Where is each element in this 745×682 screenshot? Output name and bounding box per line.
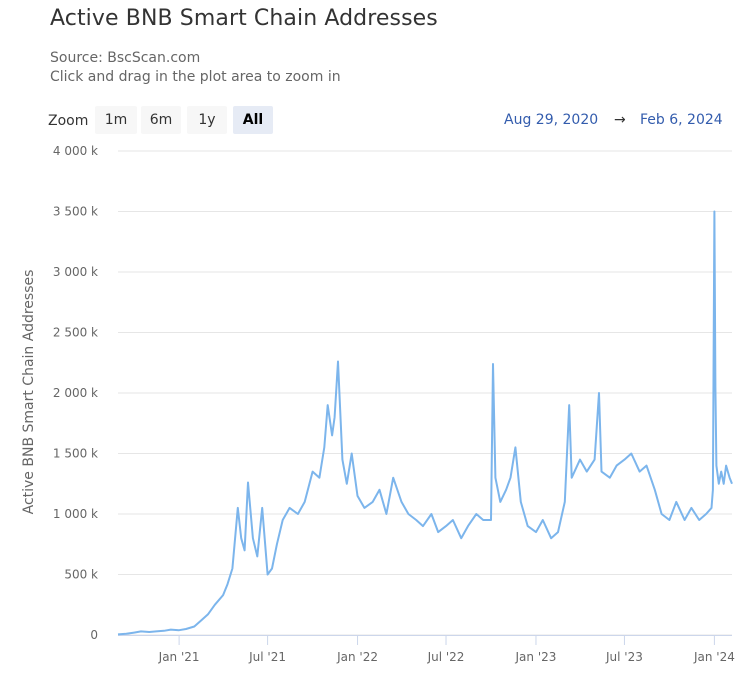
y-tick-label: 2 500 k (53, 326, 98, 340)
grid-lines (118, 150, 732, 636)
chart-source: Source: BscScan.com (50, 50, 201, 66)
x-tick-label: Jul '22 (427, 650, 465, 664)
zoom-1m-button[interactable]: 1m (95, 106, 137, 134)
y-tick-label: 3 000 k (53, 265, 98, 279)
x-tick-label: Jul '21 (248, 650, 286, 664)
zoom-label: Zoom (48, 113, 89, 129)
range-arrow: → (614, 112, 626, 128)
chart-zoom-hint: Click and drag in the plot area to zoom … (50, 69, 341, 85)
x-tick-label: Jan '22 (336, 650, 378, 664)
y-tick-label: 0 (90, 628, 98, 642)
y-tick-label: 3 500 k (53, 205, 98, 219)
range-from-input[interactable]: Aug 29, 2020 (504, 112, 599, 128)
y-tick-label: 1 000 k (53, 507, 98, 521)
x-tick-label: Jan '21 (158, 650, 200, 664)
y-tick-label: 1 500 k (53, 447, 98, 461)
y-tick-label: 4 000 k (53, 144, 98, 158)
y-tick-label: 2 000 k (53, 386, 98, 400)
zoom-1y-button[interactable]: 1y (187, 106, 227, 134)
y-axis-label: Active BNB Smart Chain Addresses (21, 270, 37, 515)
chart-title: Active BNB Smart Chain Addresses (50, 6, 438, 31)
x-axis: Jan '21 Jul '21 Jan '22 Jul '22 Jan '23 Jul '… (118, 635, 735, 664)
y-tick-label: 500 k (64, 568, 98, 582)
series-line (117, 210, 733, 636)
x-tick-label: Jan '24 (693, 650, 735, 664)
zoom-6m-button[interactable]: 6m (141, 106, 181, 134)
zoom-all-button[interactable]: All (233, 106, 273, 134)
x-tick-label: Jul '23 (605, 650, 643, 664)
range-to-input[interactable]: Feb 6, 2024 (640, 112, 723, 128)
y-axis: 0 500 k 1 000 k 1 500 k 2 000 k 2 500 k 3 000 … (53, 144, 98, 642)
x-tick-label: Jan '23 (515, 650, 557, 664)
